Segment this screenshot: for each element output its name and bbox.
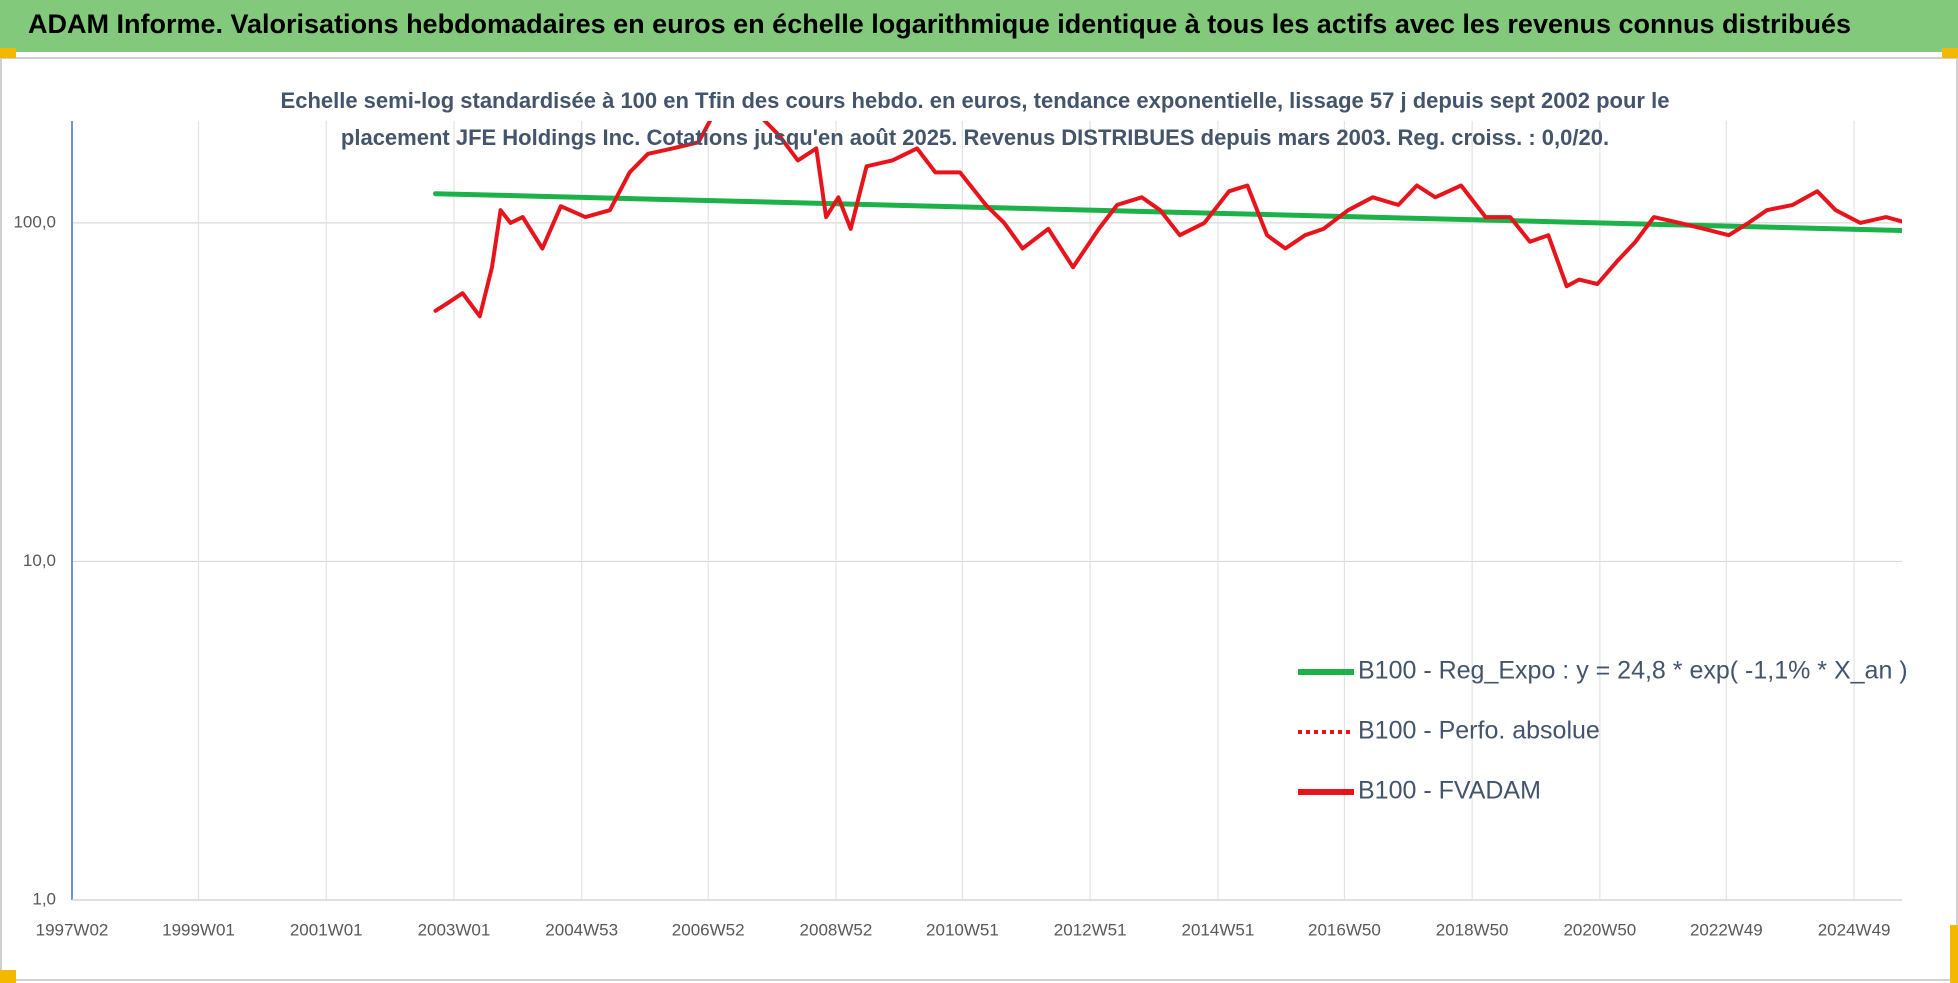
y-tick-label: 100,0 <box>13 212 56 231</box>
y-tick-label: 1,0 <box>32 889 56 908</box>
corner-marker <box>1942 48 1958 58</box>
chart-title: ADAM Informe. Valorisations hebdomadaire… <box>28 9 1851 39</box>
series-line <box>433 121 1902 319</box>
x-tick-label: 2020W50 <box>1563 920 1636 939</box>
x-tick-label: 2024W49 <box>1818 920 1891 939</box>
corner-marker <box>0 48 16 58</box>
x-tick-label: 1997W02 <box>36 920 109 939</box>
x-tick-label: 1999W01 <box>162 920 235 939</box>
y-tick-label: 10,0 <box>23 551 56 570</box>
x-tick-label: 2014W51 <box>1182 920 1255 939</box>
x-tick-label: 2016W50 <box>1308 920 1381 939</box>
legend-label: B100 - FVADAM <box>1358 777 1541 805</box>
x-tick-label: 2012W51 <box>1054 920 1127 939</box>
title-band <box>0 0 1958 52</box>
grid: 1,0 10,0 100,0 1997W02 1999W01 2001W01 2003W01… <box>13 121 1902 939</box>
plot-area <box>433 121 1902 319</box>
x-tick-label: 2001W01 <box>290 920 363 939</box>
legend-label: B100 - Perfo. absolue <box>1358 717 1600 745</box>
x-tick-label: 2004W53 <box>545 920 618 939</box>
x-tick-label: 2010W51 <box>926 920 999 939</box>
corner-marker <box>0 970 16 983</box>
x-tick-label: 2008W52 <box>800 920 873 939</box>
chart-subtitle: placement JFE Holdings Inc. Cotations ju… <box>341 125 1609 150</box>
x-tick-label: 2006W52 <box>672 920 745 939</box>
series-line <box>433 191 1902 233</box>
chart-subtitle: Echelle semi-log standardisée à 100 en T… <box>281 88 1670 113</box>
corner-marker <box>1950 925 1958 983</box>
x-tick-label: 2022W49 <box>1690 920 1763 939</box>
chart-frame <box>0 57 1958 981</box>
x-tick-label: 2003W01 <box>418 920 491 939</box>
legend: B100 - Reg_Expo : y = 24,8 * exp( -1,1% … <box>1298 657 1908 805</box>
legend-label: B100 - Reg_Expo : y = 24,8 * exp( -1,1% … <box>1358 657 1908 685</box>
x-tick-label: 2018W50 <box>1436 920 1509 939</box>
